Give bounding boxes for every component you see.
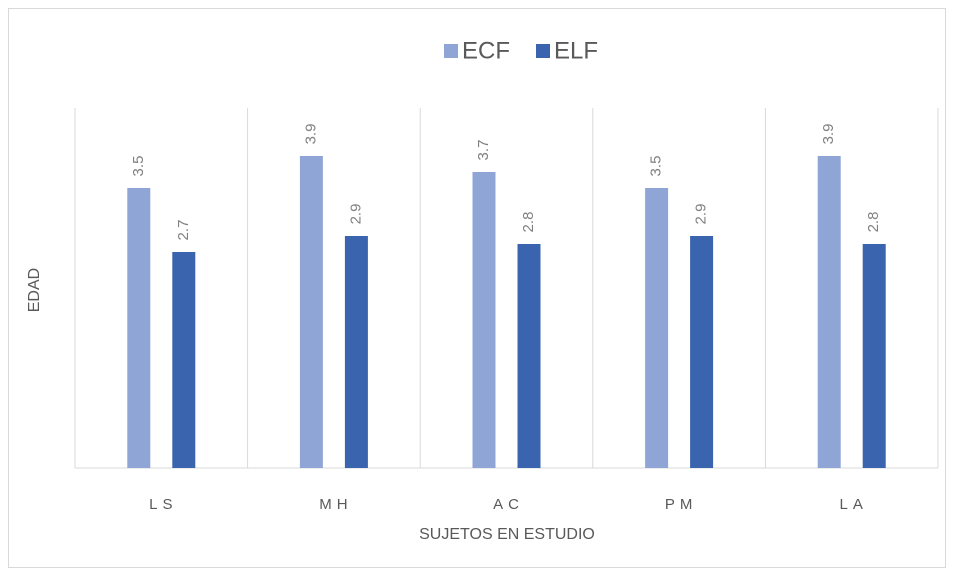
x-tick-label: MH — [319, 496, 352, 513]
bar — [645, 188, 669, 468]
value-label: 3.5 — [130, 156, 147, 177]
value-label: 2.8 — [865, 212, 882, 233]
x-tick-label: LS — [149, 496, 177, 513]
legend-swatch — [444, 44, 458, 58]
bar — [472, 172, 496, 468]
x-tick-label: AC — [493, 496, 524, 513]
value-label: 3.9 — [302, 124, 319, 145]
bar — [817, 156, 841, 468]
value-label: 3.9 — [820, 124, 837, 145]
x-axis-label: SUJETOS EN ESTUDIO — [419, 526, 595, 543]
legend-swatch — [536, 44, 550, 58]
bar — [517, 244, 541, 468]
bar — [690, 236, 714, 468]
value-label: 2.8 — [520, 212, 537, 233]
value-label: 2.9 — [693, 204, 710, 225]
y-axis-label: EDAD — [26, 268, 43, 312]
x-tick-label: PM — [665, 496, 698, 513]
value-label: 2.7 — [175, 220, 192, 241]
value-label: 2.9 — [347, 204, 364, 225]
bar — [344, 236, 368, 468]
chart-border — [8, 8, 946, 568]
legend-text: ELF — [554, 37, 598, 64]
legend-text: ECF — [462, 37, 510, 64]
bar — [172, 252, 196, 468]
value-label: 3.7 — [475, 140, 492, 161]
bar — [299, 156, 323, 468]
bar — [127, 188, 151, 468]
value-label: 3.5 — [648, 156, 665, 177]
x-tick-label: LA — [840, 496, 868, 513]
bar — [862, 244, 886, 468]
